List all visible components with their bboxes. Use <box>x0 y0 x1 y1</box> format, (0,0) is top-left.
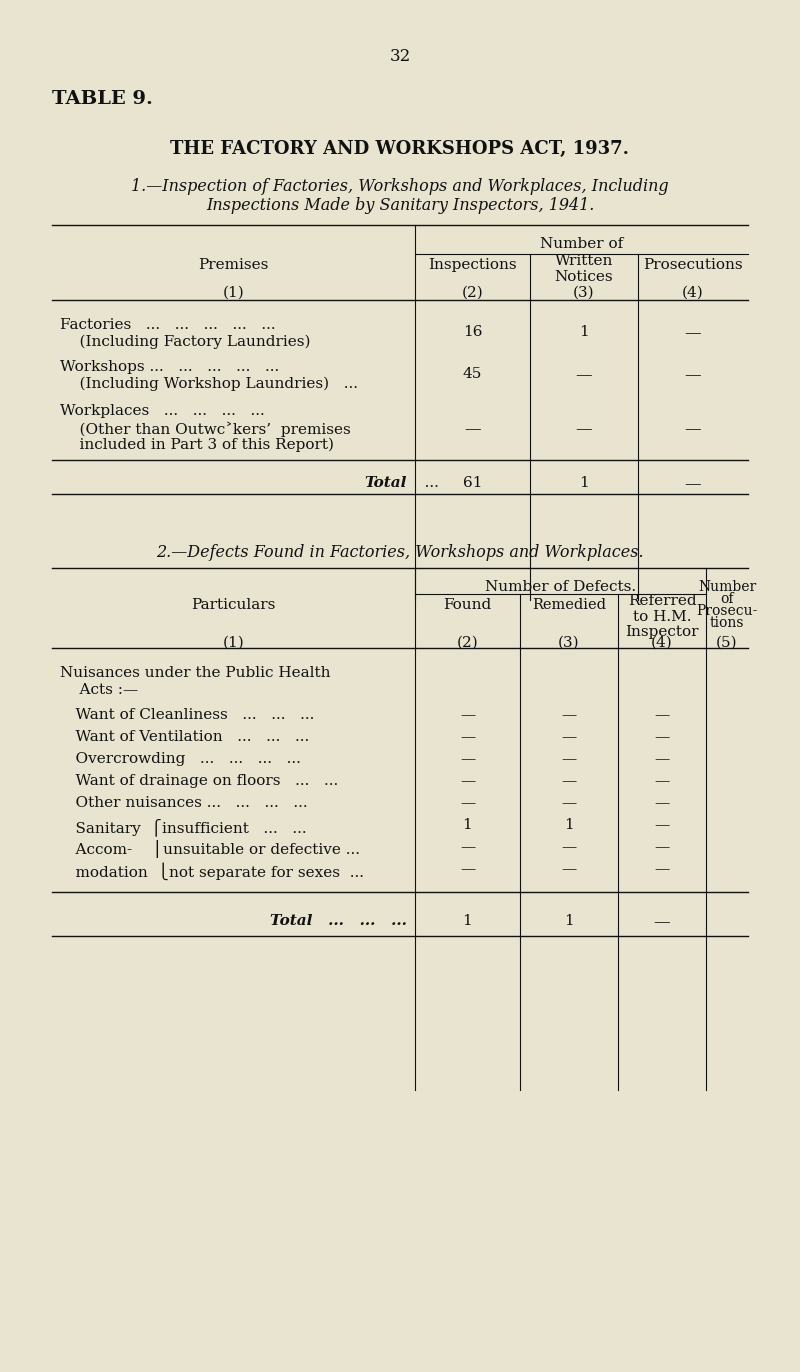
Text: —: — <box>576 421 592 438</box>
Text: (1): (1) <box>222 285 244 300</box>
Text: —: — <box>460 730 475 744</box>
Text: Inspector: Inspector <box>626 626 698 639</box>
Text: Inspections: Inspections <box>428 258 517 272</box>
Text: —: — <box>460 796 475 809</box>
Text: —: — <box>654 862 670 875</box>
Text: —: — <box>654 730 670 744</box>
Text: —: — <box>562 730 577 744</box>
Text: Number of: Number of <box>540 237 623 251</box>
Text: —: — <box>460 752 475 766</box>
Text: modation  ⎩not separate for sexes  ...: modation ⎩not separate for sexes ... <box>56 862 364 879</box>
Text: 16: 16 <box>462 325 482 339</box>
Text: Sanitary  ⎧insufficient   ...   ...: Sanitary ⎧insufficient ... ... <box>56 818 306 836</box>
Text: Referred: Referred <box>628 594 696 608</box>
Text: (Other than Outwc˃kers’  premises: (Other than Outwc˃kers’ premises <box>60 421 350 436</box>
Text: —: — <box>562 708 577 722</box>
Text: (4): (4) <box>651 637 673 650</box>
Text: —: — <box>654 774 670 788</box>
Text: —: — <box>685 366 702 384</box>
Text: Want of Ventilation   ...   ...   ...: Want of Ventilation ... ... ... <box>56 730 310 744</box>
Text: Acts :—: Acts :— <box>60 683 138 697</box>
Text: Factories   ...   ...   ...   ...   ...: Factories ... ... ... ... ... <box>60 318 276 332</box>
Text: Written
Notices: Written Notices <box>554 254 614 284</box>
Text: —: — <box>562 752 577 766</box>
Text: —: — <box>654 708 670 722</box>
Text: —: — <box>654 752 670 766</box>
Text: Number: Number <box>698 580 756 594</box>
Text: —: — <box>460 840 475 853</box>
Text: —: — <box>562 840 577 853</box>
Text: —: — <box>464 421 481 438</box>
Text: —: — <box>562 862 577 875</box>
Text: —: — <box>654 840 670 853</box>
Text: —: — <box>460 862 475 875</box>
Text: 1: 1 <box>564 914 574 927</box>
Text: 1: 1 <box>579 325 589 339</box>
Text: (1): (1) <box>222 637 244 650</box>
Text: (Including Workshop Laundries)   ...: (Including Workshop Laundries) ... <box>60 377 358 391</box>
Text: Nuisances under the Public Health: Nuisances under the Public Health <box>60 665 330 681</box>
Text: Total: Total <box>365 476 407 490</box>
Text: Prosecu-: Prosecu- <box>696 604 758 617</box>
Text: Want of Cleanliness   ...   ...   ...: Want of Cleanliness ... ... ... <box>56 708 314 722</box>
Text: Premises: Premises <box>198 258 269 272</box>
Text: (3): (3) <box>558 637 580 650</box>
Text: —: — <box>654 796 670 809</box>
Text: Want of drainage on floors   ...   ...: Want of drainage on floors ... ... <box>56 774 338 788</box>
Text: included in Part 3 of this Report): included in Part 3 of this Report) <box>60 438 334 453</box>
Text: THE FACTORY AND WORKSHOPS ACT, 1937.: THE FACTORY AND WORKSHOPS ACT, 1937. <box>170 140 630 158</box>
Text: Workshops ...   ...   ...   ...   ...: Workshops ... ... ... ... ... <box>60 359 279 375</box>
Text: to H.M.: to H.M. <box>633 611 691 624</box>
Text: Particulars: Particulars <box>191 598 276 612</box>
Text: 45: 45 <box>463 366 482 381</box>
Text: Remedied: Remedied <box>532 598 606 612</box>
Text: 1: 1 <box>462 818 472 831</box>
Text: 1: 1 <box>579 476 589 490</box>
Text: —: — <box>685 325 702 342</box>
Text: 1: 1 <box>564 818 574 831</box>
Text: TABLE 9.: TABLE 9. <box>52 91 153 108</box>
Text: (3): (3) <box>573 285 595 300</box>
Text: —: — <box>460 774 475 788</box>
Text: —: — <box>654 818 670 831</box>
Text: 1: 1 <box>462 914 472 927</box>
Text: ...: ... <box>410 476 439 490</box>
Text: —: — <box>460 708 475 722</box>
Text: Number of Defects.: Number of Defects. <box>485 580 636 594</box>
Text: (2): (2) <box>457 637 478 650</box>
Text: 1.—Inspection of Factories, Workshops and Workplaces, Including: 1.—Inspection of Factories, Workshops an… <box>131 178 669 195</box>
Text: 32: 32 <box>390 48 410 64</box>
Text: Accom-    ⎪unsuitable or defective ...: Accom- ⎪unsuitable or defective ... <box>56 840 360 858</box>
Text: of: of <box>720 591 734 606</box>
Text: Prosecutions: Prosecutions <box>643 258 743 272</box>
Text: (5): (5) <box>716 637 738 650</box>
Text: (4): (4) <box>682 285 704 300</box>
Text: Other nuisances ...   ...   ...   ...: Other nuisances ... ... ... ... <box>56 796 308 809</box>
Text: Inspections Made by Sanitary Inspectors, 1941.: Inspections Made by Sanitary Inspectors,… <box>206 198 594 214</box>
Text: Overcrowding   ...   ...   ...   ...: Overcrowding ... ... ... ... <box>56 752 301 766</box>
Text: —: — <box>685 476 702 493</box>
Text: —: — <box>562 796 577 809</box>
Text: (2): (2) <box>462 285 483 300</box>
Text: (Including Factory Laundries): (Including Factory Laundries) <box>60 335 310 350</box>
Text: Total   ...   ...   ...: Total ... ... ... <box>270 914 407 927</box>
Text: Found: Found <box>443 598 492 612</box>
Text: 2.—Defects Found in Factories, Workshops and Workplaces.: 2.—Defects Found in Factories, Workshops… <box>156 545 644 561</box>
Text: 61: 61 <box>462 476 482 490</box>
Text: —: — <box>685 421 702 438</box>
Text: tions: tions <box>710 616 744 630</box>
Text: Workplaces   ...   ...   ...   ...: Workplaces ... ... ... ... <box>60 403 265 418</box>
Text: —: — <box>576 366 592 384</box>
Text: —: — <box>654 914 670 932</box>
Text: —: — <box>562 774 577 788</box>
